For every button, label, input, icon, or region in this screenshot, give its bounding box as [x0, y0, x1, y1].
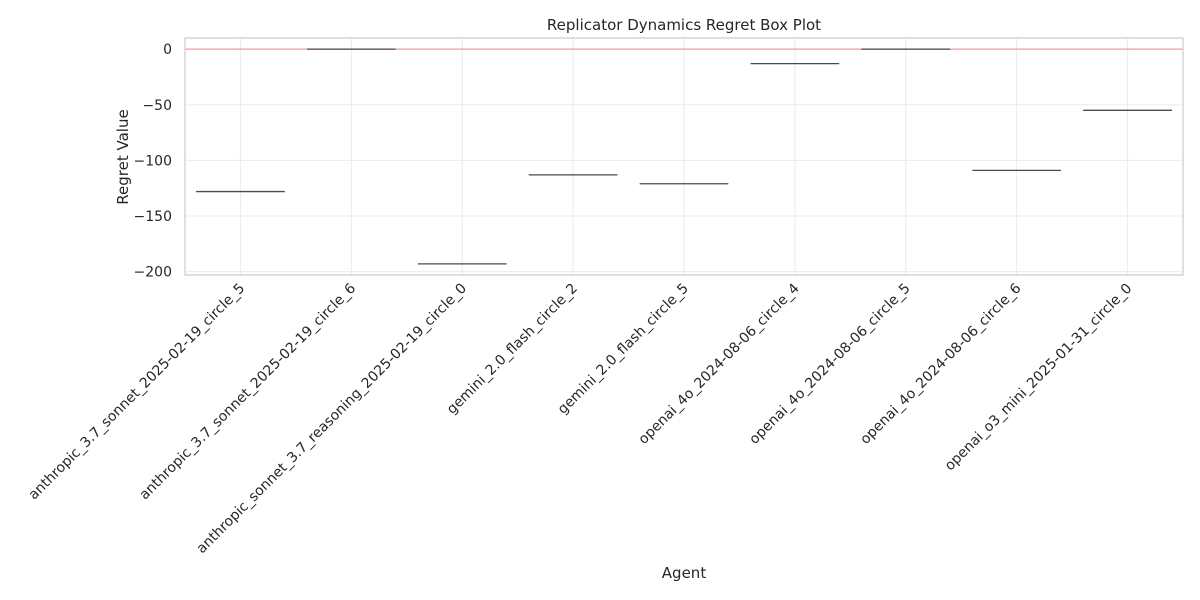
y-ticks: 0 −50 −100 −150 −200 [134, 42, 172, 281]
x-ticks: anthropic_3.7_sonnet_2025-02-19_circle_5… [26, 280, 1136, 556]
y-tick-label-2: −100 [134, 153, 172, 169]
x-tick-label-1: anthropic_3.7_sonnet_2025-02-19_circle_6 [137, 280, 360, 503]
x-tick-label-4: gemini_2.0_flash_circle_5 [555, 281, 692, 418]
y-tick-label-4: −200 [134, 265, 172, 281]
y-tick-label-0: 0 [163, 42, 172, 58]
boxes [196, 48, 1172, 265]
x-tick-label-0: anthropic_3.7_sonnet_2025-02-19_circle_5 [26, 281, 249, 504]
x-tick-label-3: gemini_2.0_flash_circle_2 [444, 281, 581, 418]
y-tick-label-3: −150 [134, 209, 172, 225]
grid [185, 38, 1183, 275]
y-axis-label: Regret Value [114, 109, 132, 204]
chart-title: Replicator Dynamics Regret Box Plot [547, 16, 821, 34]
x-axis-label: Agent [662, 564, 707, 582]
plot-frame [184, 37, 1184, 276]
x-tick-label-2: anthropic_sonnet_3.7_reasoning_2025-02-1… [194, 281, 470, 557]
x-tick-label-8: openai_o3_mini_2025-01-31_circle_0 [942, 281, 1136, 475]
y-tick-label-1: −50 [142, 98, 172, 114]
